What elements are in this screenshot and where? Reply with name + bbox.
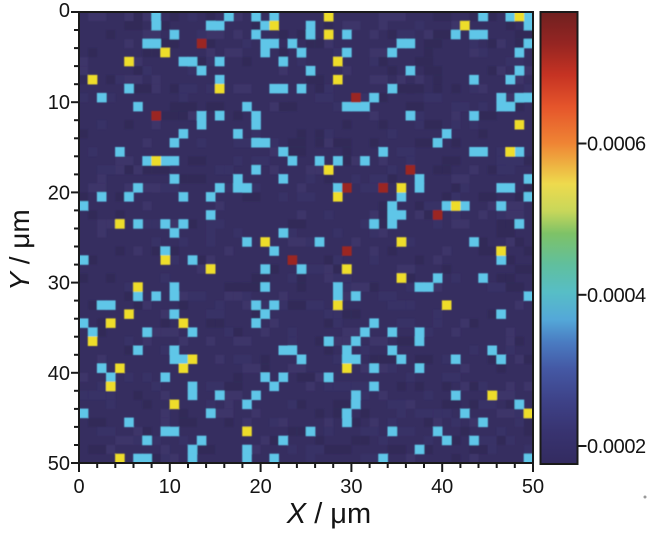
svg-text:0: 0 [59,0,70,22]
svg-text:40: 40 [431,476,453,498]
svg-text:X / μm: X / μm [286,498,371,530]
svg-text:0.0006: 0.0006 [587,134,646,156]
svg-text:40: 40 [48,363,70,385]
svg-text:50: 50 [48,453,70,475]
svg-text:0.0004: 0.0004 [587,285,646,307]
svg-text:10: 10 [48,92,70,114]
svg-text:10: 10 [159,476,181,498]
svg-text:Y / μm: Y / μm [4,209,35,290]
svg-text:0.0002: 0.0002 [587,436,646,458]
svg-text:20: 20 [249,476,271,498]
svg-text:30: 30 [48,273,70,295]
svg-text:50: 50 [522,476,544,498]
svg-text:20: 20 [48,182,70,204]
svg-text:0: 0 [73,476,84,498]
svg-text:30: 30 [340,476,362,498]
